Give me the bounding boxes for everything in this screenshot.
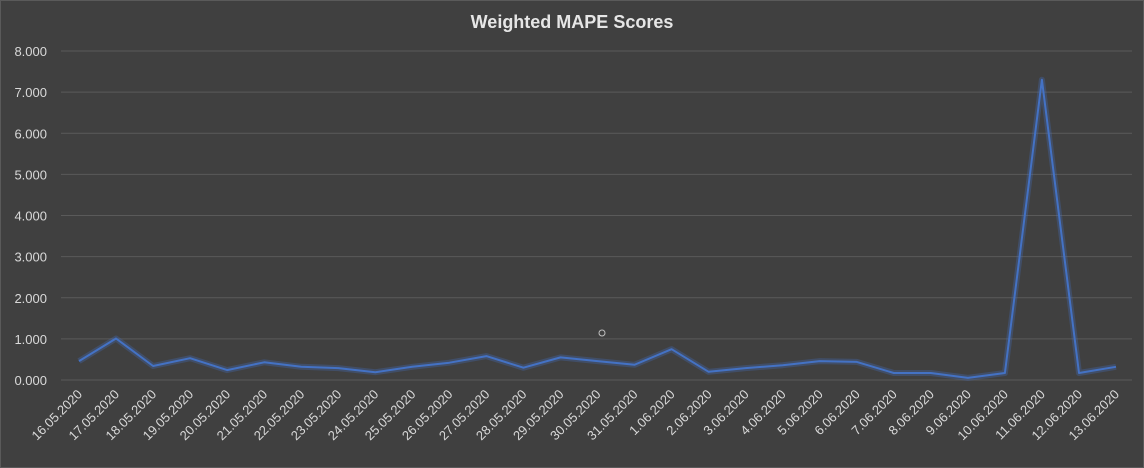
- data-point[interactable]: [373, 370, 377, 374]
- y-tick-label: 5.000: [14, 167, 47, 182]
- y-axis-ticks: 0.000 1.000 2.000 3.000 4.000 5.000 6.000 7.000…: [14, 44, 47, 388]
- data-point[interactable]: [707, 370, 711, 374]
- gridlines: [61, 50, 1132, 381]
- series-line: [78, 78, 1117, 379]
- data-point[interactable]: [521, 366, 525, 370]
- data-point[interactable]: [855, 360, 859, 364]
- data-point[interactable]: [818, 359, 822, 363]
- chart-title: Weighted MAPE Scores: [470, 12, 674, 32]
- data-point[interactable]: [262, 360, 266, 364]
- data-point[interactable]: [1114, 365, 1118, 369]
- x-axis-ticks: 16.05.202017.05.202018.05.202019.05.2020…: [28, 387, 1122, 444]
- y-tick-label: 7.000: [14, 85, 47, 100]
- data-point[interactable]: [633, 363, 637, 367]
- data-point[interactable]: [966, 376, 970, 380]
- data-point[interactable]: [670, 347, 674, 351]
- data-point[interactable]: [410, 365, 414, 369]
- data-point[interactable]: [114, 336, 118, 340]
- series-line-glow: [77, 76, 1117, 381]
- data-point[interactable]: [1077, 371, 1081, 375]
- data-point[interactable]: [77, 359, 81, 363]
- y-tick-label: 3.000: [14, 250, 47, 265]
- data-point[interactable]: [447, 361, 451, 365]
- y-tick-label: 6.000: [14, 126, 47, 141]
- cursor-marker: [598, 329, 606, 337]
- y-tick-label: 2.000: [14, 291, 47, 306]
- series-layer: [77, 76, 1118, 381]
- y-tick-label: 8.000: [14, 44, 47, 59]
- data-point[interactable]: [781, 363, 785, 367]
- data-point[interactable]: [336, 366, 340, 370]
- data-point[interactable]: [892, 371, 896, 375]
- data-point[interactable]: [929, 371, 933, 375]
- data-point[interactable]: [151, 364, 155, 368]
- data-point[interactable]: [299, 365, 303, 369]
- data-point[interactable]: [744, 366, 748, 370]
- data-point[interactable]: [1003, 371, 1007, 375]
- data-point[interactable]: [596, 359, 600, 363]
- y-tick-label: 4.000: [14, 209, 47, 224]
- y-tick-label: 1.000: [14, 332, 47, 347]
- data-point[interactable]: [188, 356, 192, 360]
- data-point[interactable]: [225, 368, 229, 372]
- data-point[interactable]: [1040, 78, 1044, 82]
- data-point[interactable]: [558, 355, 562, 359]
- y-tick-label: 0.000: [14, 373, 47, 388]
- data-point[interactable]: [484, 354, 488, 358]
